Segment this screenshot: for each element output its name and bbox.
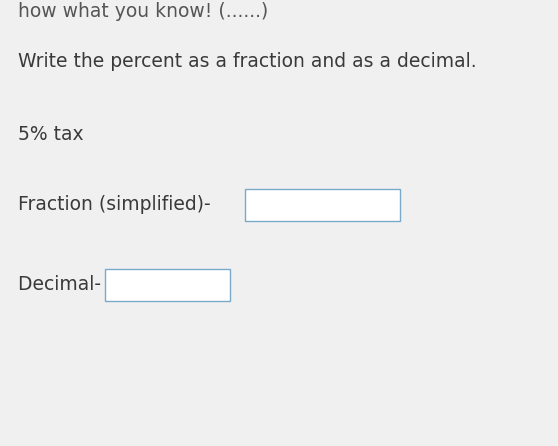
Bar [105,269,230,301]
Text: how what you know! (......): how what you know! (......) [18,2,268,21]
Text: Fraction (simplified)-: Fraction (simplified)- [18,195,217,215]
Bar [245,189,400,221]
Text: Decimal-: Decimal- [18,276,107,294]
Text: 5% tax: 5% tax [18,125,84,144]
Text: Write the percent as a fraction and as a decimal.: Write the percent as a fraction and as a… [18,52,477,71]
